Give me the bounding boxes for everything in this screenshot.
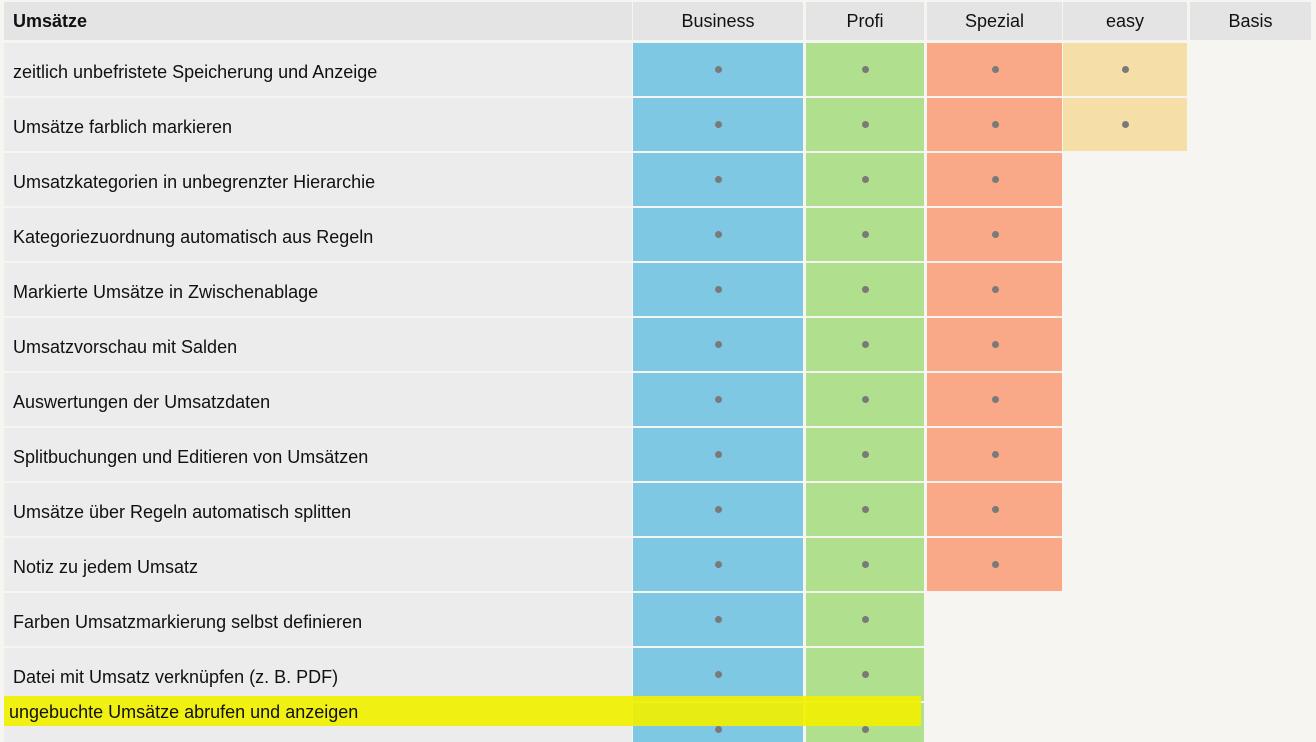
column-continuation [633,733,803,742]
feature-cell-business [633,483,803,536]
feature-cell-profi [806,98,924,151]
feature-cell-spezial [927,373,1062,426]
feature-label: Markierte Umsätze in Zwischenablage [4,263,632,316]
included-dot-icon [715,121,722,128]
feature-cell-spezial [927,153,1062,206]
feature-cell-business [633,648,803,701]
column-header-spezial: Spezial [927,2,1062,40]
feature-label: Umsatzvorschau mit Salden [4,318,632,371]
column-continuation [806,733,924,742]
column-header-profi: Profi [806,2,924,40]
feature-label: Auswertungen der Umsatzdaten [4,373,632,426]
included-dot-icon [862,396,869,403]
included-dot-icon [862,176,869,183]
feature-cell-easy [1063,43,1187,96]
included-dot-icon [862,616,869,623]
included-dot-icon [991,66,999,73]
feature-cell-business [633,373,803,426]
feature-cell-spezial [927,43,1062,96]
feature-cell-business [633,263,803,316]
feature-cell-profi [806,538,924,591]
feature-cell-spezial [927,208,1062,261]
included-dot-icon [715,561,722,568]
feature-cell-business [633,43,803,96]
included-dot-icon [991,561,999,568]
feature-cell-profi [806,428,924,481]
column-header-easy: easy [1063,2,1187,40]
feature-cell-profi [806,593,924,646]
included-dot-icon [715,726,722,733]
feature-label: Datei mit Umsatz verknüpfen (z. B. PDF) [4,648,632,701]
included-dot-icon [715,341,722,348]
highlight-bar [4,696,921,726]
included-dot-icon [862,671,869,678]
included-dot-icon [991,451,999,458]
included-dot-icon [862,726,869,733]
section-title: Umsätze [4,2,632,40]
feature-label: Notiz zu jedem Umsatz [4,538,632,591]
included-dot-icon [715,671,722,678]
feature-label: Kategoriezuordnung automatisch aus Regel… [4,208,632,261]
feature-label: Farben Umsatzmarkierung selbst definiere… [4,593,632,646]
feature-cell-business [633,428,803,481]
included-dot-icon [862,121,869,128]
feature-cell-spezial [927,483,1062,536]
included-dot-icon [862,341,869,348]
included-dot-icon [715,616,722,623]
included-dot-icon [1122,66,1129,73]
included-dot-icon [715,506,722,513]
included-dot-icon [991,506,999,513]
included-dot-icon [862,506,869,513]
feature-cell-profi [806,43,924,96]
feature-label: Umsätze farblich markieren [4,98,632,151]
feature-cell-profi [806,153,924,206]
feature-cell-profi [806,263,924,316]
feature-label: Umsatzkategorien in unbegrenzter Hierarc… [4,153,632,206]
included-dot-icon [715,396,722,403]
feature-cell-business [633,98,803,151]
included-dot-icon [715,66,722,73]
column-header-basis: Basis [1190,2,1311,40]
highlighted-row-label: ungebuchte Umsätze abrufen und anzeigen [9,702,359,722]
included-dot-icon [862,66,869,73]
feature-cell-profi [806,373,924,426]
feature-cell-spezial [927,98,1062,151]
feature-cell-business [633,208,803,261]
feature-cell-profi [806,208,924,261]
included-dot-icon [991,286,999,293]
feature-cell-easy [1063,98,1187,151]
feature-label: Splitbuchungen und Editieren von Umsätze… [4,428,632,481]
included-dot-icon [862,561,869,568]
included-dot-icon [862,451,869,458]
feature-cell-spezial [927,263,1062,316]
feature-cell-business [633,153,803,206]
feature-cell-spezial [927,428,1062,481]
included-dot-icon [862,286,869,293]
feature-cell-profi [806,483,924,536]
feature-cell-profi [806,648,924,701]
included-dot-icon [715,451,722,458]
included-dot-icon [991,341,999,348]
included-dot-icon [715,231,722,238]
included-dot-icon [862,231,869,238]
feature-cell-spezial [927,318,1062,371]
included-dot-icon [715,286,722,293]
included-dot-icon [991,121,999,128]
included-dot-icon [991,231,999,238]
feature-label: zeitlich unbefristete Speicherung und An… [4,43,632,96]
feature-cell-business [633,538,803,591]
included-dot-icon [1122,121,1129,128]
column-header-business: Business [633,2,803,40]
feature-cell-spezial [927,538,1062,591]
feature-cell-business [633,318,803,371]
included-dot-icon [715,176,722,183]
included-dot-icon [991,396,999,403]
feature-cell-business [633,593,803,646]
feature-cell-profi [806,318,924,371]
feature-label: Umsätze über Regeln automatisch splitten [4,483,632,536]
included-dot-icon [991,176,999,183]
